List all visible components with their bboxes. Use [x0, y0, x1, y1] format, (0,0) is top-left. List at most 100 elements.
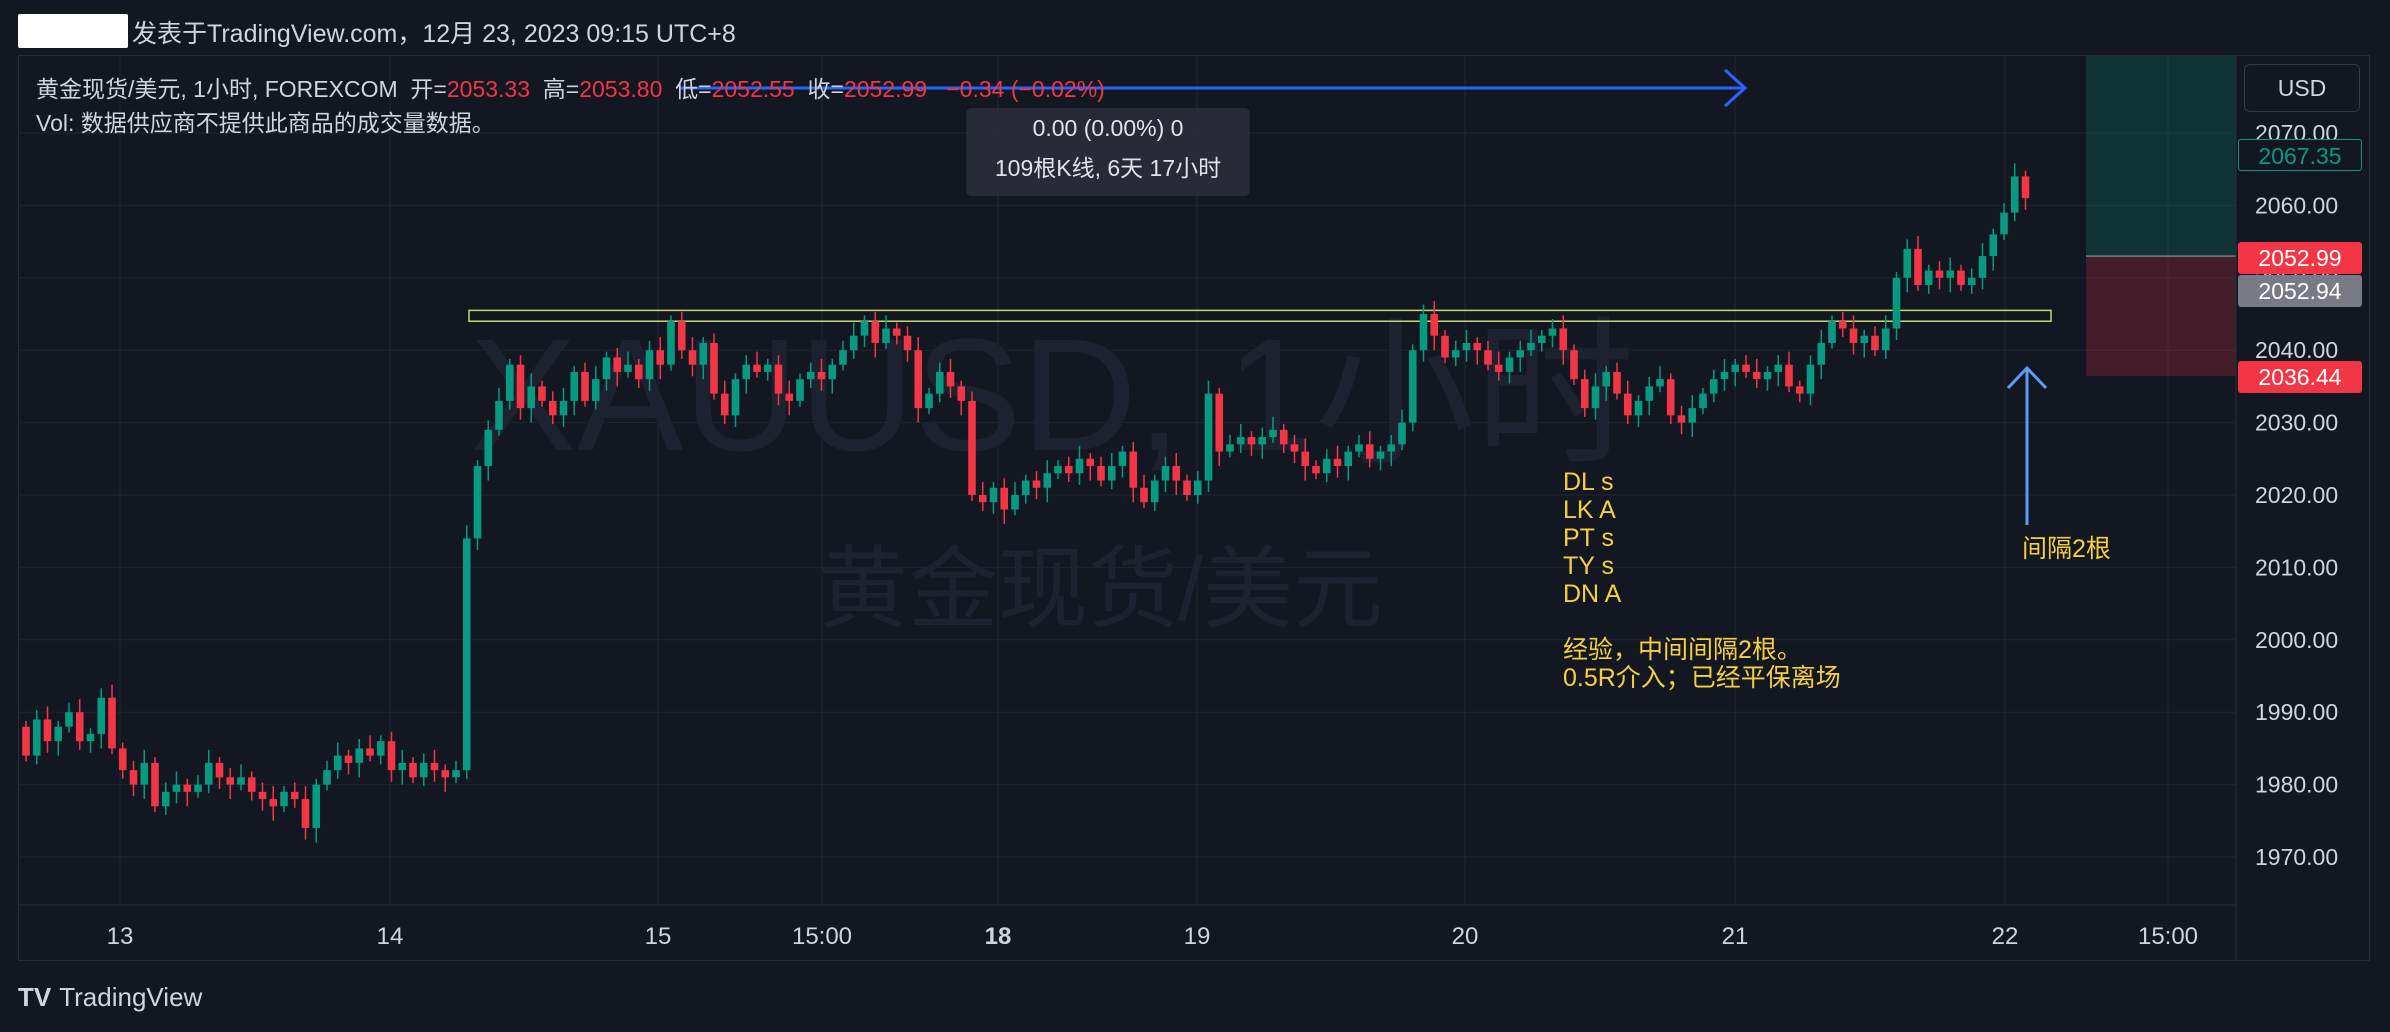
candle-body: [871, 321, 880, 343]
candle-body: [452, 770, 460, 778]
candle: [1086, 453, 1095, 481]
long-position-tool[interactable]: [2086, 56, 2236, 376]
candle-body: [1193, 480, 1202, 495]
currency-button[interactable]: USD: [2244, 64, 2360, 112]
candle-body: [32, 719, 41, 756]
candle: [968, 391, 976, 501]
candle-body: [1516, 350, 1525, 358]
candle-body: [1484, 350, 1492, 365]
candle: [1537, 329, 1546, 352]
candle-body: [1849, 328, 1858, 343]
candle-body: [43, 719, 52, 742]
candle-body: [1731, 364, 1740, 372]
candle-body: [1333, 458, 1342, 467]
candle: [1838, 311, 1847, 338]
candle-body: [742, 364, 751, 380]
legend-symbol: 黄金现货/美元, 1小时, FOREXCOM: [36, 76, 398, 102]
candle-body: [1559, 328, 1568, 351]
candle: [1344, 445, 1353, 481]
y-tick-label: 2020.00: [2255, 482, 2338, 508]
candle: [441, 764, 450, 792]
y-tick-label: 1990.00: [2255, 699, 2338, 725]
candle: [1451, 340, 1460, 367]
candle: [946, 358, 955, 398]
candle-body: [118, 748, 127, 771]
x-tick-label: 20: [1452, 923, 1479, 950]
candle-body: [1021, 480, 1030, 495]
candle: [1677, 405, 1686, 435]
candle-body: [1365, 444, 1374, 459]
candle: [1774, 355, 1783, 387]
candle: [1097, 456, 1105, 487]
candle: [2010, 163, 2019, 222]
annotation-arrows[interactable]: [680, 68, 2048, 525]
candle-body: [538, 386, 546, 401]
candle-body: [591, 379, 600, 401]
candle: [1924, 264, 1933, 294]
candle: [1570, 344, 1578, 385]
candle: [1011, 481, 1019, 516]
legend-open-value: 2053.33: [446, 76, 530, 102]
candle-body: [720, 393, 729, 416]
candle-body: [774, 364, 783, 394]
candle-body: [753, 364, 761, 372]
candle: [409, 757, 417, 784]
candle-body: [65, 712, 73, 727]
candle: [237, 764, 245, 791]
candle-body: [1419, 314, 1428, 351]
time-axis[interactable]: 13 14 15 15:00 18 19 20 21 22 15:00: [18, 904, 2236, 950]
tradingview-logo[interactable]: TV TradingView: [18, 982, 202, 1013]
candle: [720, 380, 729, 425]
candle-body: [957, 386, 966, 401]
candle: [1516, 340, 1525, 372]
candle: [1591, 373, 1600, 420]
candle: [344, 749, 353, 775]
candle: [882, 315, 890, 349]
candle-body: [1763, 371, 1772, 380]
candle: [419, 753, 428, 787]
candle-body: [1226, 444, 1234, 452]
candle-body: [1527, 342, 1535, 351]
candle-body: [290, 791, 299, 800]
candle: [1032, 471, 1041, 500]
candle: [645, 340, 654, 391]
resistance-zone[interactable]: [468, 309, 2052, 322]
legend-high-value: 2053.80: [579, 76, 663, 102]
candle-body: [1752, 371, 1761, 380]
candle: [667, 315, 675, 371]
candle: [290, 782, 299, 808]
candle-body: [1699, 393, 1707, 409]
candle-body: [1269, 429, 1277, 438]
candle-body: [237, 777, 245, 785]
candle-body: [1838, 321, 1847, 329]
resistance-zone-rect: [468, 309, 2052, 322]
candle: [1978, 243, 1987, 290]
candle-body: [1054, 466, 1062, 474]
candle: [495, 387, 503, 436]
candle: [1634, 395, 1643, 427]
candle: [602, 351, 611, 391]
candle-body: [505, 364, 514, 401]
candle: [1064, 456, 1073, 482]
author-redacted-box: [18, 14, 128, 48]
candle-body: [269, 799, 278, 807]
candle: [634, 358, 643, 388]
candle: [1752, 358, 1761, 388]
candle-body: [1989, 234, 1998, 257]
candle: [1140, 474, 1148, 509]
candle-body: [419, 762, 428, 778]
candle: [1258, 427, 1267, 459]
y-tick-label: 2030.00: [2255, 410, 2338, 436]
candle-body: [1150, 480, 1159, 503]
candle: [1860, 329, 1869, 358]
candle: [1527, 329, 1535, 356]
candle-body: [785, 393, 794, 401]
candle: [1322, 449, 1331, 482]
candle: [108, 684, 116, 755]
candle: [1355, 434, 1363, 458]
candle-body: [1494, 364, 1503, 372]
candle: [763, 358, 772, 381]
price-axis[interactable]: 2070.002060.002050.002040.002030.002020.…: [2235, 56, 2338, 960]
candle: [312, 778, 321, 843]
